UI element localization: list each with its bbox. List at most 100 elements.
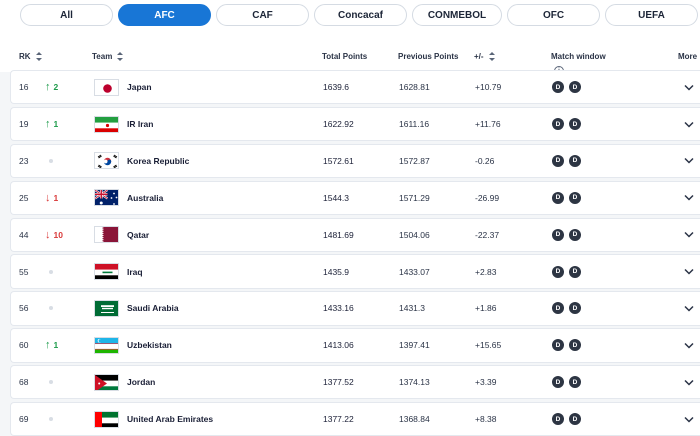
team-name[interactable]: Qatar <box>127 229 150 240</box>
table-row[interactable]: 55 Iraq 1435.9 1433.07 +2.83 D D <box>10 254 700 289</box>
flag <box>94 292 119 324</box>
chevron-down-icon[interactable] <box>684 255 694 287</box>
ranking-table: 16 ↑ 2 Japan 1639.6 1628.81 +10.79 D D 1… <box>10 70 700 436</box>
match-window-badge[interactable]: D <box>569 81 581 94</box>
points-difference: +11.76 <box>475 119 501 130</box>
match-window-badge[interactable]: D <box>569 154 581 167</box>
previous-points: 1611.16 <box>399 119 430 130</box>
team-name[interactable]: Korea Republic <box>127 155 190 166</box>
table-row[interactable]: 19 ↑ 1 IR Iran 1622.92 1611.16 +11.76 D … <box>10 106 700 142</box>
chevron-down-icon[interactable] <box>684 145 694 177</box>
flag <box>94 329 119 361</box>
saudi-flag-icon <box>94 299 119 317</box>
jordan-flag-icon <box>94 373 119 391</box>
table-row[interactable]: 23 Korea Republic 1572.61 1572.87 -0.26 … <box>10 143 700 179</box>
total-points: 1433.16 <box>323 303 354 314</box>
points-difference: +10.79 <box>475 82 502 93</box>
tab-conmebol[interactable]: CONMEBOL <box>412 4 502 26</box>
match-window-badge[interactable]: D <box>552 118 564 131</box>
match-window-badge[interactable]: D <box>552 154 564 167</box>
rank: 25 <box>19 192 29 203</box>
chevron-down-icon[interactable] <box>684 292 694 324</box>
previous-points: 1572.87 <box>399 155 430 166</box>
flag <box>94 71 119 103</box>
header-rank[interactable]: RK <box>19 52 42 61</box>
points-difference: +1.86 <box>475 303 497 314</box>
tab-concacaf[interactable]: Concacaf <box>314 4 407 26</box>
match-window-badge[interactable]: D <box>552 81 564 94</box>
chevron-down-icon[interactable] <box>684 366 694 398</box>
match-window-badge[interactable]: D <box>552 265 564 278</box>
match-window-badge[interactable]: D <box>569 228 581 241</box>
match-window-badge[interactable]: D <box>569 413 581 426</box>
team-name[interactable]: Japan <box>127 82 152 93</box>
tab-all[interactable]: All <box>20 4 113 26</box>
match-window: D D <box>552 366 581 398</box>
rank: 19 <box>19 119 29 130</box>
table-row[interactable]: 16 ↑ 2 Japan 1639.6 1628.81 +10.79 D D <box>10 70 700 105</box>
tab-uefa[interactable]: UEFA <box>605 4 698 26</box>
total-points: 1435.9 <box>323 266 349 277</box>
header-previous-points[interactable]: Previous Points <box>398 52 459 61</box>
team-name[interactable]: IR Iran <box>127 119 154 130</box>
previous-points: 1571.29 <box>399 192 430 203</box>
rank: 56 <box>19 303 29 314</box>
no-change-dot-icon <box>49 292 53 324</box>
rank-change: ↑ 1 <box>45 108 58 140</box>
chevron-down-icon[interactable] <box>684 403 694 435</box>
team-name[interactable]: Saudi Arabia <box>127 303 179 314</box>
chevron-down-icon[interactable] <box>684 108 694 140</box>
no-change-dot-icon <box>49 145 53 177</box>
tab-ofc[interactable]: OFC <box>507 4 600 26</box>
chevron-down-icon[interactable] <box>684 71 694 103</box>
japan-flag-icon <box>94 78 119 96</box>
team-name[interactable]: United Arab Emirates <box>127 414 214 425</box>
points-difference: -26.99 <box>475 192 500 203</box>
confederation-tabs: All AFC CAF Concacaf CONMEBOL OFC UEFA <box>0 0 700 38</box>
chevron-down-icon[interactable] <box>684 329 694 361</box>
sort-icon <box>35 52 42 61</box>
match-window: D D <box>552 219 581 251</box>
match-window-badge[interactable]: D <box>569 118 581 131</box>
team-name[interactable]: Australia <box>127 192 164 203</box>
australia-flag-icon <box>94 189 119 207</box>
match-window-badge[interactable]: D <box>552 302 564 315</box>
match-window-badge[interactable]: D <box>569 265 581 278</box>
rank-change-value: 2 <box>53 82 59 93</box>
table-row[interactable]: 69 United Arab Emirates 1377.22 1368.84 … <box>10 402 700 436</box>
match-window-badge[interactable]: D <box>569 339 581 352</box>
total-points: 1481.69 <box>323 229 354 240</box>
match-window: D D <box>552 329 581 361</box>
previous-points: 1504.06 <box>399 229 430 240</box>
rank-change: ↓ 1 <box>45 182 58 214</box>
match-window-badge[interactable]: D <box>569 376 581 389</box>
table-row[interactable]: 56 Saudi Arabia 1433.16 1431.3 +1.86 D D <box>10 291 700 326</box>
chevron-down-icon[interactable] <box>684 182 694 214</box>
team-name[interactable]: Uzbekistan <box>127 340 172 351</box>
header-team[interactable]: Team <box>92 52 124 61</box>
header-total-points[interactable]: Total Points <box>322 52 368 61</box>
table-row[interactable]: 44 ↓ 10 Qatar 1481.69 1504.06 -22.37 D D <box>10 217 700 252</box>
match-window-badge[interactable]: D <box>552 339 564 352</box>
match-window-badge[interactable]: D <box>569 302 581 315</box>
match-window-badge[interactable]: D <box>552 191 564 204</box>
match-window-badge[interactable]: D <box>552 376 564 389</box>
flag <box>94 366 119 398</box>
rank-change: ↑ 1 <box>45 329 58 361</box>
table-row[interactable]: 60 ↑ 1 Uzbekistan 1413.06 1397.41 +15.65… <box>10 328 700 363</box>
table-row[interactable]: 68 Jordan 1377.52 1374.13 +3.39 D D <box>10 365 700 400</box>
tab-afc[interactable]: AFC <box>118 4 211 26</box>
header-plus-minus[interactable]: +/- <box>474 52 495 61</box>
flag <box>94 219 119 251</box>
no-change-dot-icon <box>49 255 53 287</box>
team-name[interactable]: Iraq <box>127 266 143 277</box>
team-name[interactable]: Jordan <box>127 377 156 388</box>
match-window-badge[interactable]: D <box>552 228 564 241</box>
arrow-down-icon: ↓ <box>45 228 51 241</box>
match-window-badge[interactable]: D <box>569 191 581 204</box>
previous-points: 1431.3 <box>399 303 425 314</box>
table-row[interactable]: 25 ↓ 1 Australia 1544.3 1571.29 -26.99 D… <box>10 180 700 215</box>
chevron-down-icon[interactable] <box>684 219 694 251</box>
match-window-badge[interactable]: D <box>552 413 564 426</box>
tab-caf[interactable]: CAF <box>216 4 309 26</box>
